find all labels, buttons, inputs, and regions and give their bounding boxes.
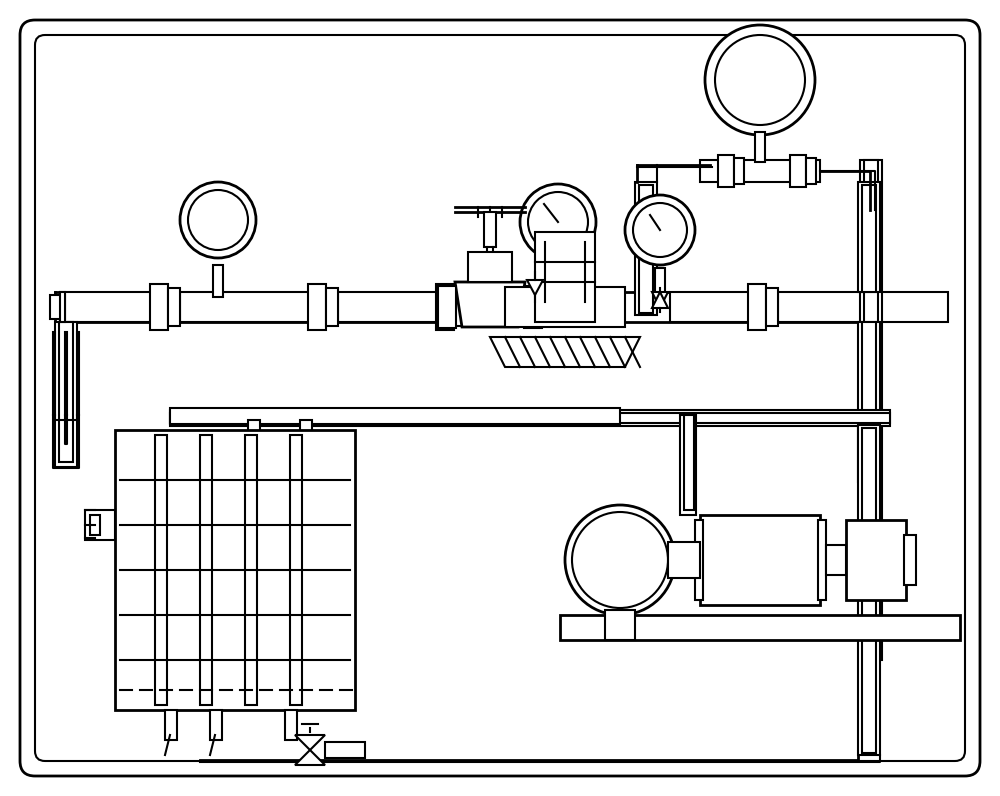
Bar [150,284,168,330]
Bar [868,292,948,322]
Bar [904,535,916,585]
Bar [806,158,816,184]
Bar [325,742,365,758]
Polygon shape [455,282,525,327]
Bar [505,287,625,327]
Bar [155,435,167,705]
FancyBboxPatch shape [20,20,980,776]
Bar [858,322,880,482]
Bar [168,288,180,326]
Bar [748,284,766,330]
Bar [326,288,338,326]
Bar [85,510,115,540]
Bar [308,284,326,330]
Bar [213,265,223,297]
Bar [50,295,65,319]
Bar [285,710,297,740]
Bar [655,268,665,296]
Bar [605,610,635,640]
Bar [858,425,880,755]
Bar [245,435,257,705]
Bar [668,542,700,578]
Bar [90,515,100,535]
Bar [59,322,73,462]
Bar [826,545,846,575]
Bar [700,160,820,182]
Bar [524,286,542,328]
Circle shape [572,512,668,608]
Bar [60,292,180,322]
Polygon shape [490,337,640,367]
Bar [55,322,77,467]
Bar [436,284,454,330]
Bar [170,410,890,426]
Polygon shape [295,750,325,765]
Bar [818,520,826,600]
Bar [858,182,880,292]
Bar [553,263,563,295]
Bar [210,710,222,740]
Bar [484,212,496,247]
Circle shape [633,203,687,257]
Bar [766,288,778,326]
Bar [684,415,694,510]
Bar [165,710,177,740]
Bar [864,160,878,660]
Bar [170,408,620,424]
Bar [680,415,696,515]
Bar [180,292,310,322]
Polygon shape [295,735,325,750]
Bar [862,185,876,292]
Bar [718,155,734,187]
Bar [734,158,744,184]
Bar [860,160,882,660]
Bar [670,292,750,322]
Bar [468,252,512,282]
Bar [846,520,906,600]
Bar [635,182,657,315]
Bar [115,430,355,710]
Polygon shape [652,292,668,308]
Circle shape [705,25,815,135]
Bar [755,132,765,162]
Circle shape [520,184,596,260]
Circle shape [188,190,248,250]
Bar [862,322,876,477]
Bar [639,185,653,313]
Bar [438,286,456,328]
Circle shape [715,35,805,125]
Bar [200,435,212,705]
Bar [862,428,876,753]
Circle shape [180,182,256,258]
Polygon shape [527,280,543,295]
Bar [553,263,563,295]
Bar [300,420,312,550]
Circle shape [625,195,695,265]
Circle shape [528,192,588,252]
Bar [778,292,870,322]
Bar [338,292,438,322]
Bar [790,155,806,187]
Bar [454,288,466,326]
Bar [248,420,260,550]
Bar [535,232,595,322]
Bar [700,515,820,605]
Bar [560,615,960,640]
FancyBboxPatch shape [35,35,965,761]
Bar [290,435,302,705]
Circle shape [565,505,675,615]
Polygon shape [652,292,668,308]
Bar [466,292,546,322]
Bar [60,292,65,322]
Bar [170,413,890,423]
Bar [695,520,703,600]
